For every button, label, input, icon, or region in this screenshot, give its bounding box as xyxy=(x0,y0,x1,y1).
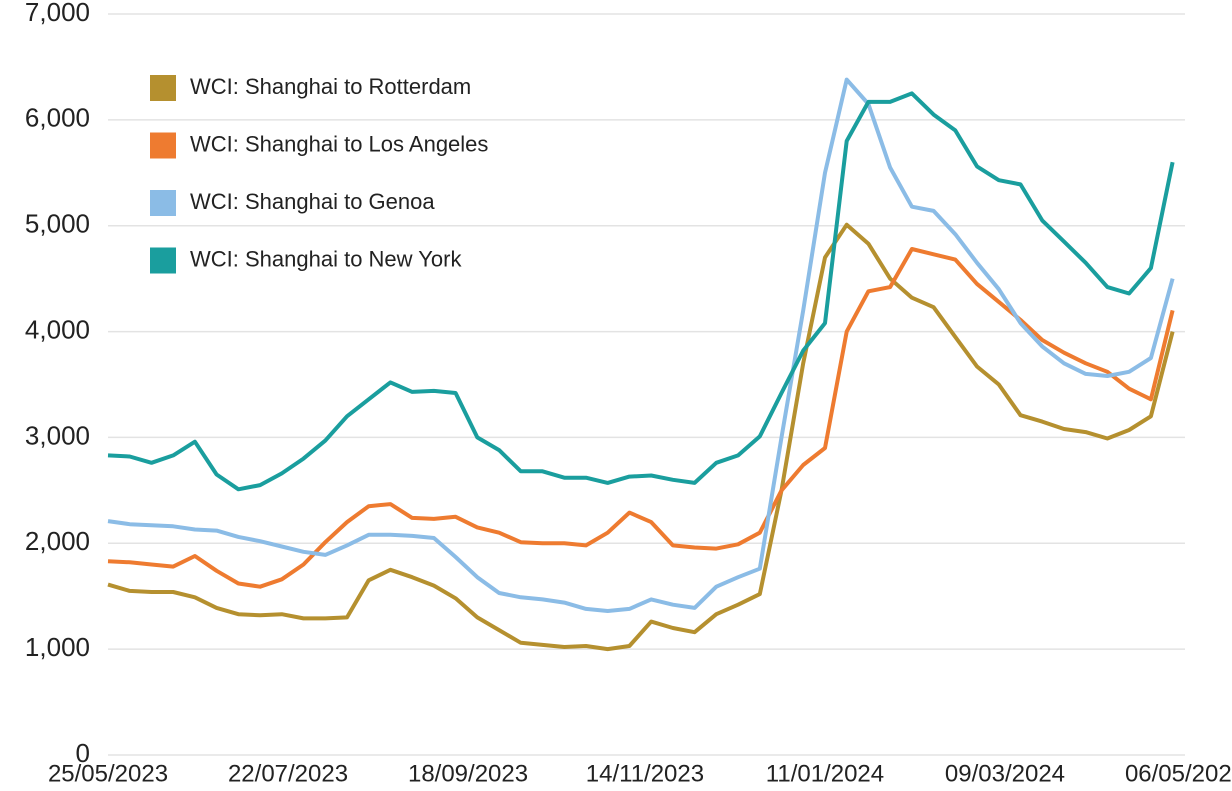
series-line xyxy=(107,77,1175,613)
x-tick-label: 14/11/2023 xyxy=(586,760,704,787)
legend-swatch xyxy=(150,247,176,274)
x-tick-label: 25/05/2023 xyxy=(48,760,168,787)
legend-swatch xyxy=(150,190,176,216)
y-tick-label: 2,000 xyxy=(25,526,90,556)
y-tick-label: 1,000 xyxy=(25,632,90,662)
series-line xyxy=(107,247,1175,589)
x-tick-label: 06/05/2024 xyxy=(1125,760,1232,787)
legend-swatch xyxy=(150,75,176,101)
legend-swatch xyxy=(150,132,176,159)
x-tick-label: 09/03/2024 xyxy=(945,760,1065,787)
y-tick-label: 4,000 xyxy=(25,314,90,344)
legend-label: WCI: Shanghai to New York xyxy=(190,246,462,271)
y-tick-label: 0 xyxy=(76,738,90,768)
x-tick-label: 11/01/2024 xyxy=(766,760,884,787)
y-tick-label: 3,000 xyxy=(25,420,90,450)
x-tick-label: 18/09/2023 xyxy=(408,760,528,787)
x-tick-label: 22/07/2023 xyxy=(228,760,348,787)
legend-label: WCI: Shanghai to Los Angeles xyxy=(190,131,488,156)
y-tick-label: 6,000 xyxy=(25,103,90,133)
legend-label: WCI: Shanghai to Rotterdam xyxy=(190,74,471,99)
series-line xyxy=(107,222,1175,652)
legend-label: WCI: Shanghai to Genoa xyxy=(190,189,435,214)
y-tick-label: 5,000 xyxy=(25,209,90,239)
series-line xyxy=(107,91,1175,492)
y-tick-label: 7,000 xyxy=(25,0,90,27)
